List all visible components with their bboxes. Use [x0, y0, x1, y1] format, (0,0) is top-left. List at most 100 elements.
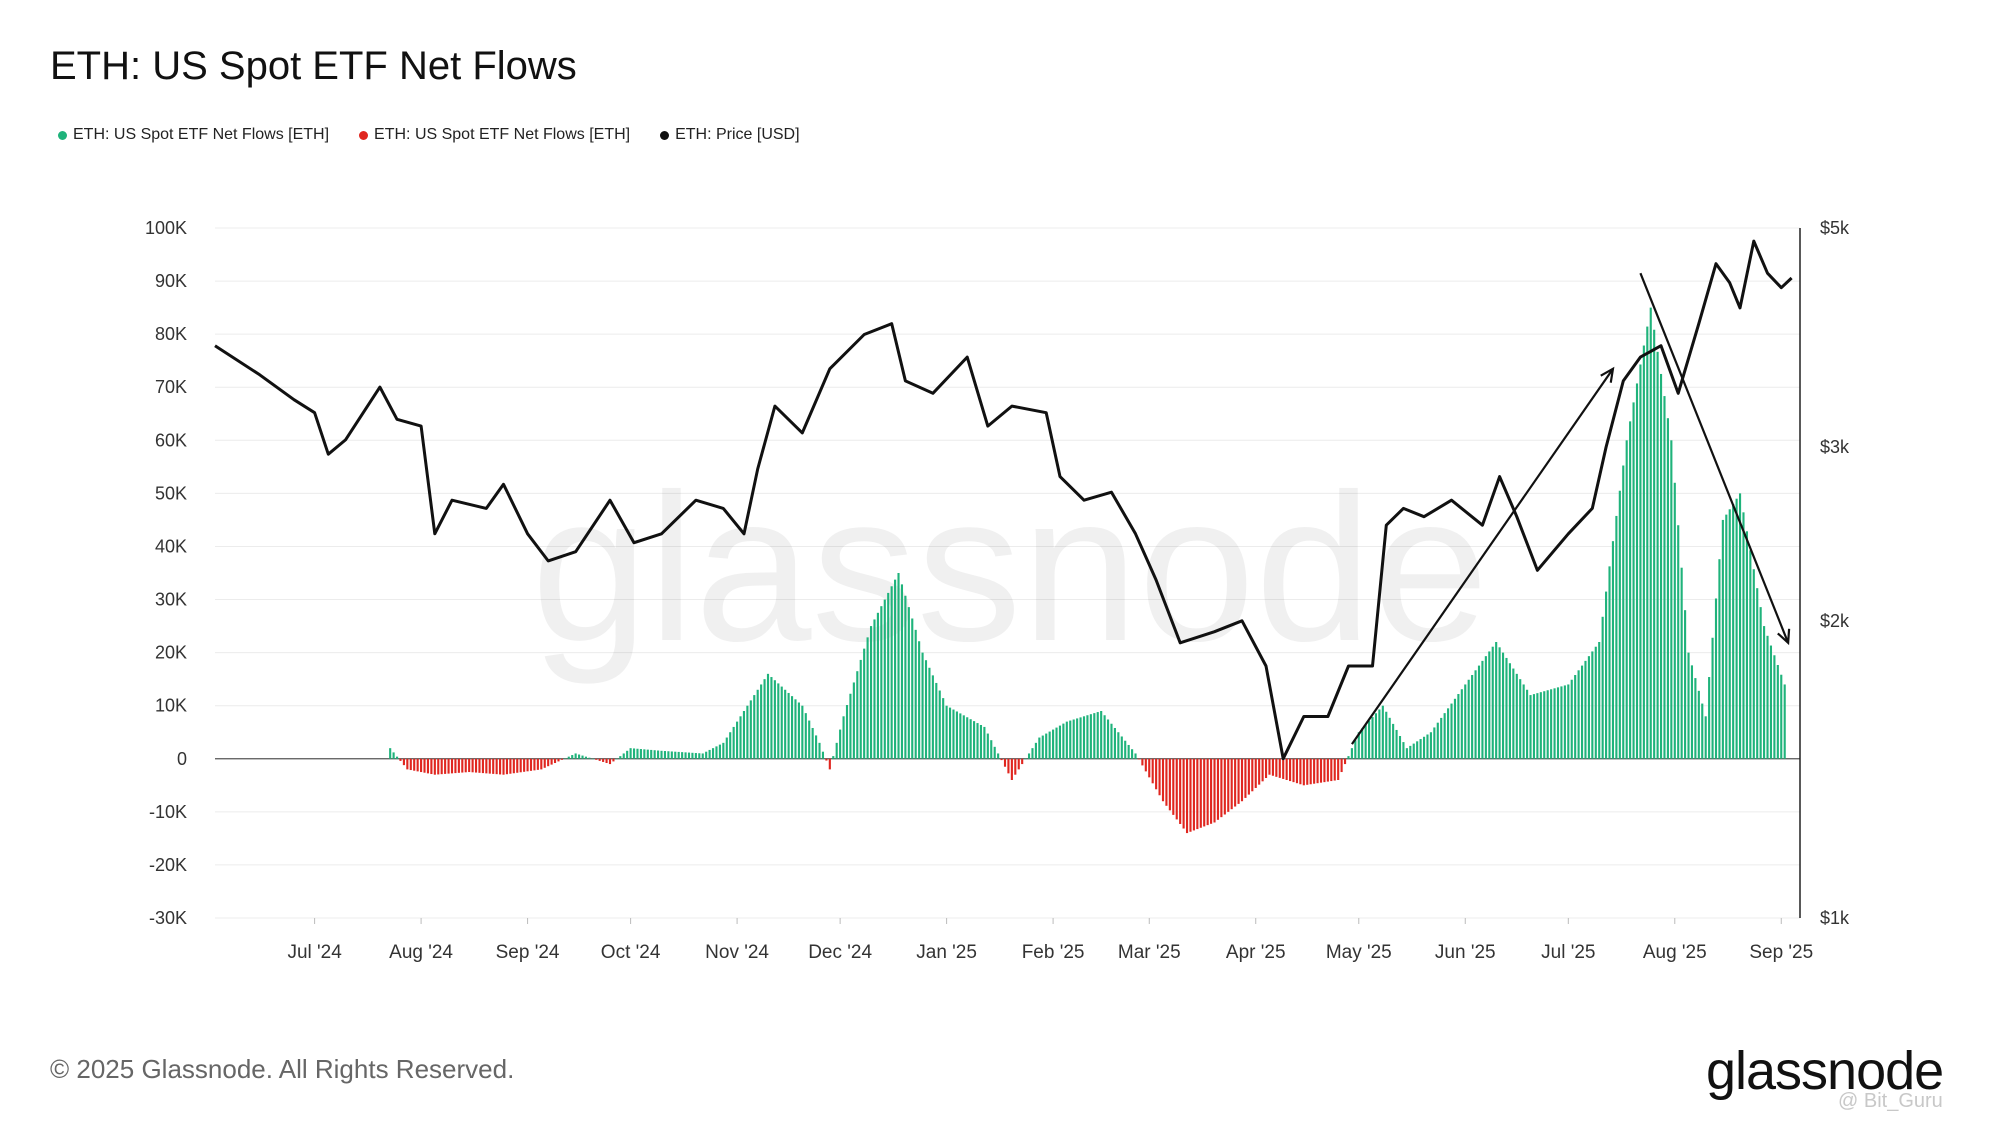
y-tick-label: -30K [149, 908, 187, 928]
flow-bar [1381, 705, 1384, 759]
flow-bar [1117, 732, 1120, 759]
flow-bar [636, 748, 639, 759]
flow-bar [1034, 742, 1037, 759]
flow-bar [979, 724, 983, 759]
flow-bar [1319, 758, 1323, 783]
flow-bar [990, 740, 993, 759]
flow-bar [1347, 756, 1350, 759]
flow-bar [1082, 716, 1086, 759]
flow-bar [962, 715, 965, 759]
flow-bar [578, 754, 581, 759]
flow-bar [1031, 748, 1034, 759]
flow-bar [526, 758, 529, 772]
flow-bar [766, 673, 770, 759]
flow-bar [711, 748, 715, 759]
flow-bar [657, 750, 660, 759]
legend-item-inflows[interactable]: ETH: US Spot ETF Net Flows [ETH] [58, 126, 329, 144]
flow-bar [698, 753, 701, 759]
flow-bar [1333, 758, 1336, 781]
flow-bar [1680, 567, 1683, 759]
flow-bar [852, 682, 855, 759]
flow-bar [718, 744, 721, 759]
flow-bar [1182, 758, 1185, 829]
flow-bar [1694, 678, 1697, 759]
flow-bar [615, 758, 618, 760]
flow-bar [1642, 345, 1645, 759]
flow-bar [1409, 745, 1412, 759]
flow-bar [804, 713, 807, 759]
flow-bar [1175, 758, 1178, 820]
flow-bar [818, 742, 821, 759]
legend-dot-green [58, 130, 67, 140]
flow-bar [488, 758, 491, 774]
flow-bar [420, 758, 423, 773]
flow-bar [973, 721, 976, 759]
flow-bar [1069, 720, 1072, 759]
flow-bar [1172, 758, 1175, 815]
flow-bar [1131, 749, 1134, 759]
legend-item-price[interactable]: ETH: Price [USD] [660, 126, 800, 144]
flow-bar [505, 758, 509, 775]
flow-bar [1584, 660, 1587, 759]
flow-bar [1086, 715, 1089, 759]
y-tick-label: 30K [155, 590, 187, 610]
flow-bar [856, 671, 859, 759]
flow-bar [1738, 493, 1742, 759]
flow-bar [1649, 307, 1652, 759]
flow-bar [567, 756, 570, 759]
flow-bar [715, 746, 718, 759]
flow-bar [1611, 541, 1615, 759]
flow-bar [1732, 504, 1735, 759]
chart-legend: ETH: US Spot ETF Net Flows [ETH] ETH: US… [58, 126, 800, 144]
flow-bar [1580, 665, 1584, 759]
flow-bar [938, 690, 941, 759]
annotation-arrow-head [1777, 628, 1791, 646]
flow-bar [450, 758, 454, 774]
flow-bar [1203, 758, 1206, 827]
flow-bar [1577, 670, 1580, 759]
flow-bar [1773, 655, 1776, 759]
flow-bar [1110, 723, 1113, 759]
flow-bar [533, 758, 536, 771]
flow-bar [608, 758, 612, 765]
flow-bar [681, 752, 684, 759]
x-tick-label: Nov '24 [705, 942, 769, 963]
flow-bar [619, 756, 622, 759]
flow-bar [1766, 635, 1769, 759]
flow-bar [1708, 677, 1711, 759]
flow-bar [639, 749, 642, 759]
flow-bar [1148, 758, 1151, 778]
flow-bar [1519, 679, 1522, 759]
flow-bar [1467, 679, 1470, 759]
flow-bar [1745, 531, 1748, 759]
y-tick-label: 50K [155, 483, 187, 503]
flow-bar [1450, 703, 1453, 759]
flow-bar [890, 586, 893, 759]
flow-bar [835, 742, 838, 759]
flow-bar [1570, 679, 1573, 759]
flow-bar [883, 599, 886, 759]
legend-item-outflows[interactable]: ETH: US Spot ETF Net Flows [ETH] [359, 126, 630, 144]
flow-bar [584, 756, 588, 759]
flow-bar [1055, 727, 1058, 759]
flow-bar [1254, 758, 1257, 788]
flow-bar [447, 758, 450, 774]
flow-bar [955, 711, 958, 759]
flow-bar [1429, 732, 1432, 759]
flow-bar [1165, 758, 1168, 806]
flow-bar [1635, 383, 1639, 759]
flow-bar [1659, 373, 1663, 759]
flow-bar [736, 721, 739, 759]
flow-bar [921, 652, 924, 759]
flow-bar [828, 758, 831, 770]
flow-bar [1491, 646, 1494, 759]
flow-bar [1151, 758, 1154, 784]
flow-bar [869, 626, 873, 759]
flow-bar [1684, 610, 1687, 759]
x-tick-label: Sep '25 [1749, 942, 1813, 963]
flow-bar [595, 758, 598, 760]
flow-bar [1072, 719, 1075, 759]
flow-bar [1591, 651, 1594, 759]
flow-bar [770, 677, 773, 759]
